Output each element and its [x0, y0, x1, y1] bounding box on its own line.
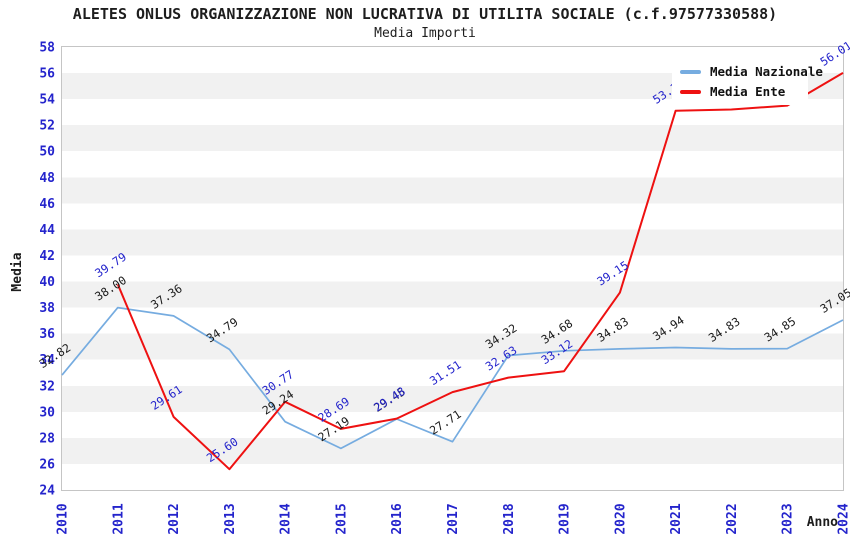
x-tick-label: 2020 [613, 503, 628, 534]
x-axis-title: Anno [806, 515, 838, 530]
legend-item-media-nazionale: Media Nazionale [680, 64, 823, 79]
legend: Media Nazionale Media Ente [672, 57, 823, 105]
legend-swatch-nazionale-icon [680, 69, 701, 74]
series-line-media-ente [116, 72, 844, 471]
x-tick-label: 2022 [725, 503, 740, 534]
y-tick-label: 48 [39, 171, 55, 186]
y-tick-label: 54 [39, 93, 55, 108]
x-tick-label: 2016 [390, 503, 405, 534]
y-tick-label: 58 [39, 41, 55, 56]
point-label-media-nazionale-2012: 37.36 [148, 281, 185, 312]
y-tick-label: 46 [39, 197, 55, 212]
y-tick-label: 32 [39, 379, 55, 394]
point-label-media-ente-2011: 39.79 [92, 250, 129, 281]
y-tick-label: 28 [39, 431, 55, 446]
chart-title: ALETES ONLUS ORGANIZZAZIONE NON LUCRATIV… [72, 5, 778, 23]
y-tick-label: 34 [39, 353, 55, 368]
x-tick-label: 2019 [558, 503, 573, 534]
x-tick-label: 2017 [446, 503, 461, 534]
point-label-media-nazionale-2021: 34.94 [650, 313, 687, 344]
x-tick-label: 2024 [837, 503, 850, 534]
series-line-media-nazionale [61, 306, 844, 450]
y-tick-label: 38 [39, 301, 55, 316]
point-label-media-nazionale-2013: 34.79 [204, 315, 241, 346]
y-tick-label: 44 [39, 223, 55, 238]
legend-label-media-ente: Media Ente [710, 84, 786, 99]
y-tick-label: 36 [39, 327, 55, 342]
legend-label-media-nazionale: Media Nazionale [710, 64, 823, 79]
point-label-media-nazionale-2023: 34.85 [762, 314, 799, 345]
y-tick-label: 42 [39, 249, 55, 264]
legend-item-media-ente: Media Ente [680, 84, 808, 99]
x-tick-label: 2012 [167, 503, 182, 534]
x-tick-label: 2013 [223, 503, 238, 534]
x-tick-label: 2014 [279, 503, 294, 534]
x-tick-label: 2011 [111, 503, 126, 534]
legend-swatch-ente-icon [680, 89, 701, 94]
y-tick-label: 50 [39, 145, 55, 160]
y-tick-label: 40 [39, 275, 55, 290]
y-tick-label: 24 [39, 484, 55, 499]
y-tick-label: 56 [39, 67, 55, 82]
y-tick-label: 52 [39, 119, 55, 134]
x-tick-label: 2010 [56, 503, 71, 534]
x-tick-label: 2015 [334, 503, 349, 534]
point-label-media-nazionale-2020: 34.83 [594, 314, 631, 345]
x-tick-label: 2021 [669, 503, 684, 534]
point-label-media-ente-2020: 39.15 [594, 258, 631, 289]
point-label-media-nazionale-2024: 37.05 [817, 285, 850, 316]
plot-area [61, 46, 844, 491]
chart-subtitle: Media Importi [374, 26, 476, 41]
y-tick-label: 26 [39, 457, 55, 472]
point-label-media-ente-2017: 31.51 [427, 357, 464, 388]
x-tick-label: 2023 [781, 503, 796, 534]
y-tick-label: 30 [39, 405, 55, 420]
x-tick-label: 2018 [502, 503, 517, 534]
point-label-media-ente-2012: 29.61 [148, 382, 185, 413]
point-label-media-ente-2013: 25.60 [204, 435, 241, 466]
point-label-media-nazionale-2022: 34.83 [706, 314, 743, 345]
